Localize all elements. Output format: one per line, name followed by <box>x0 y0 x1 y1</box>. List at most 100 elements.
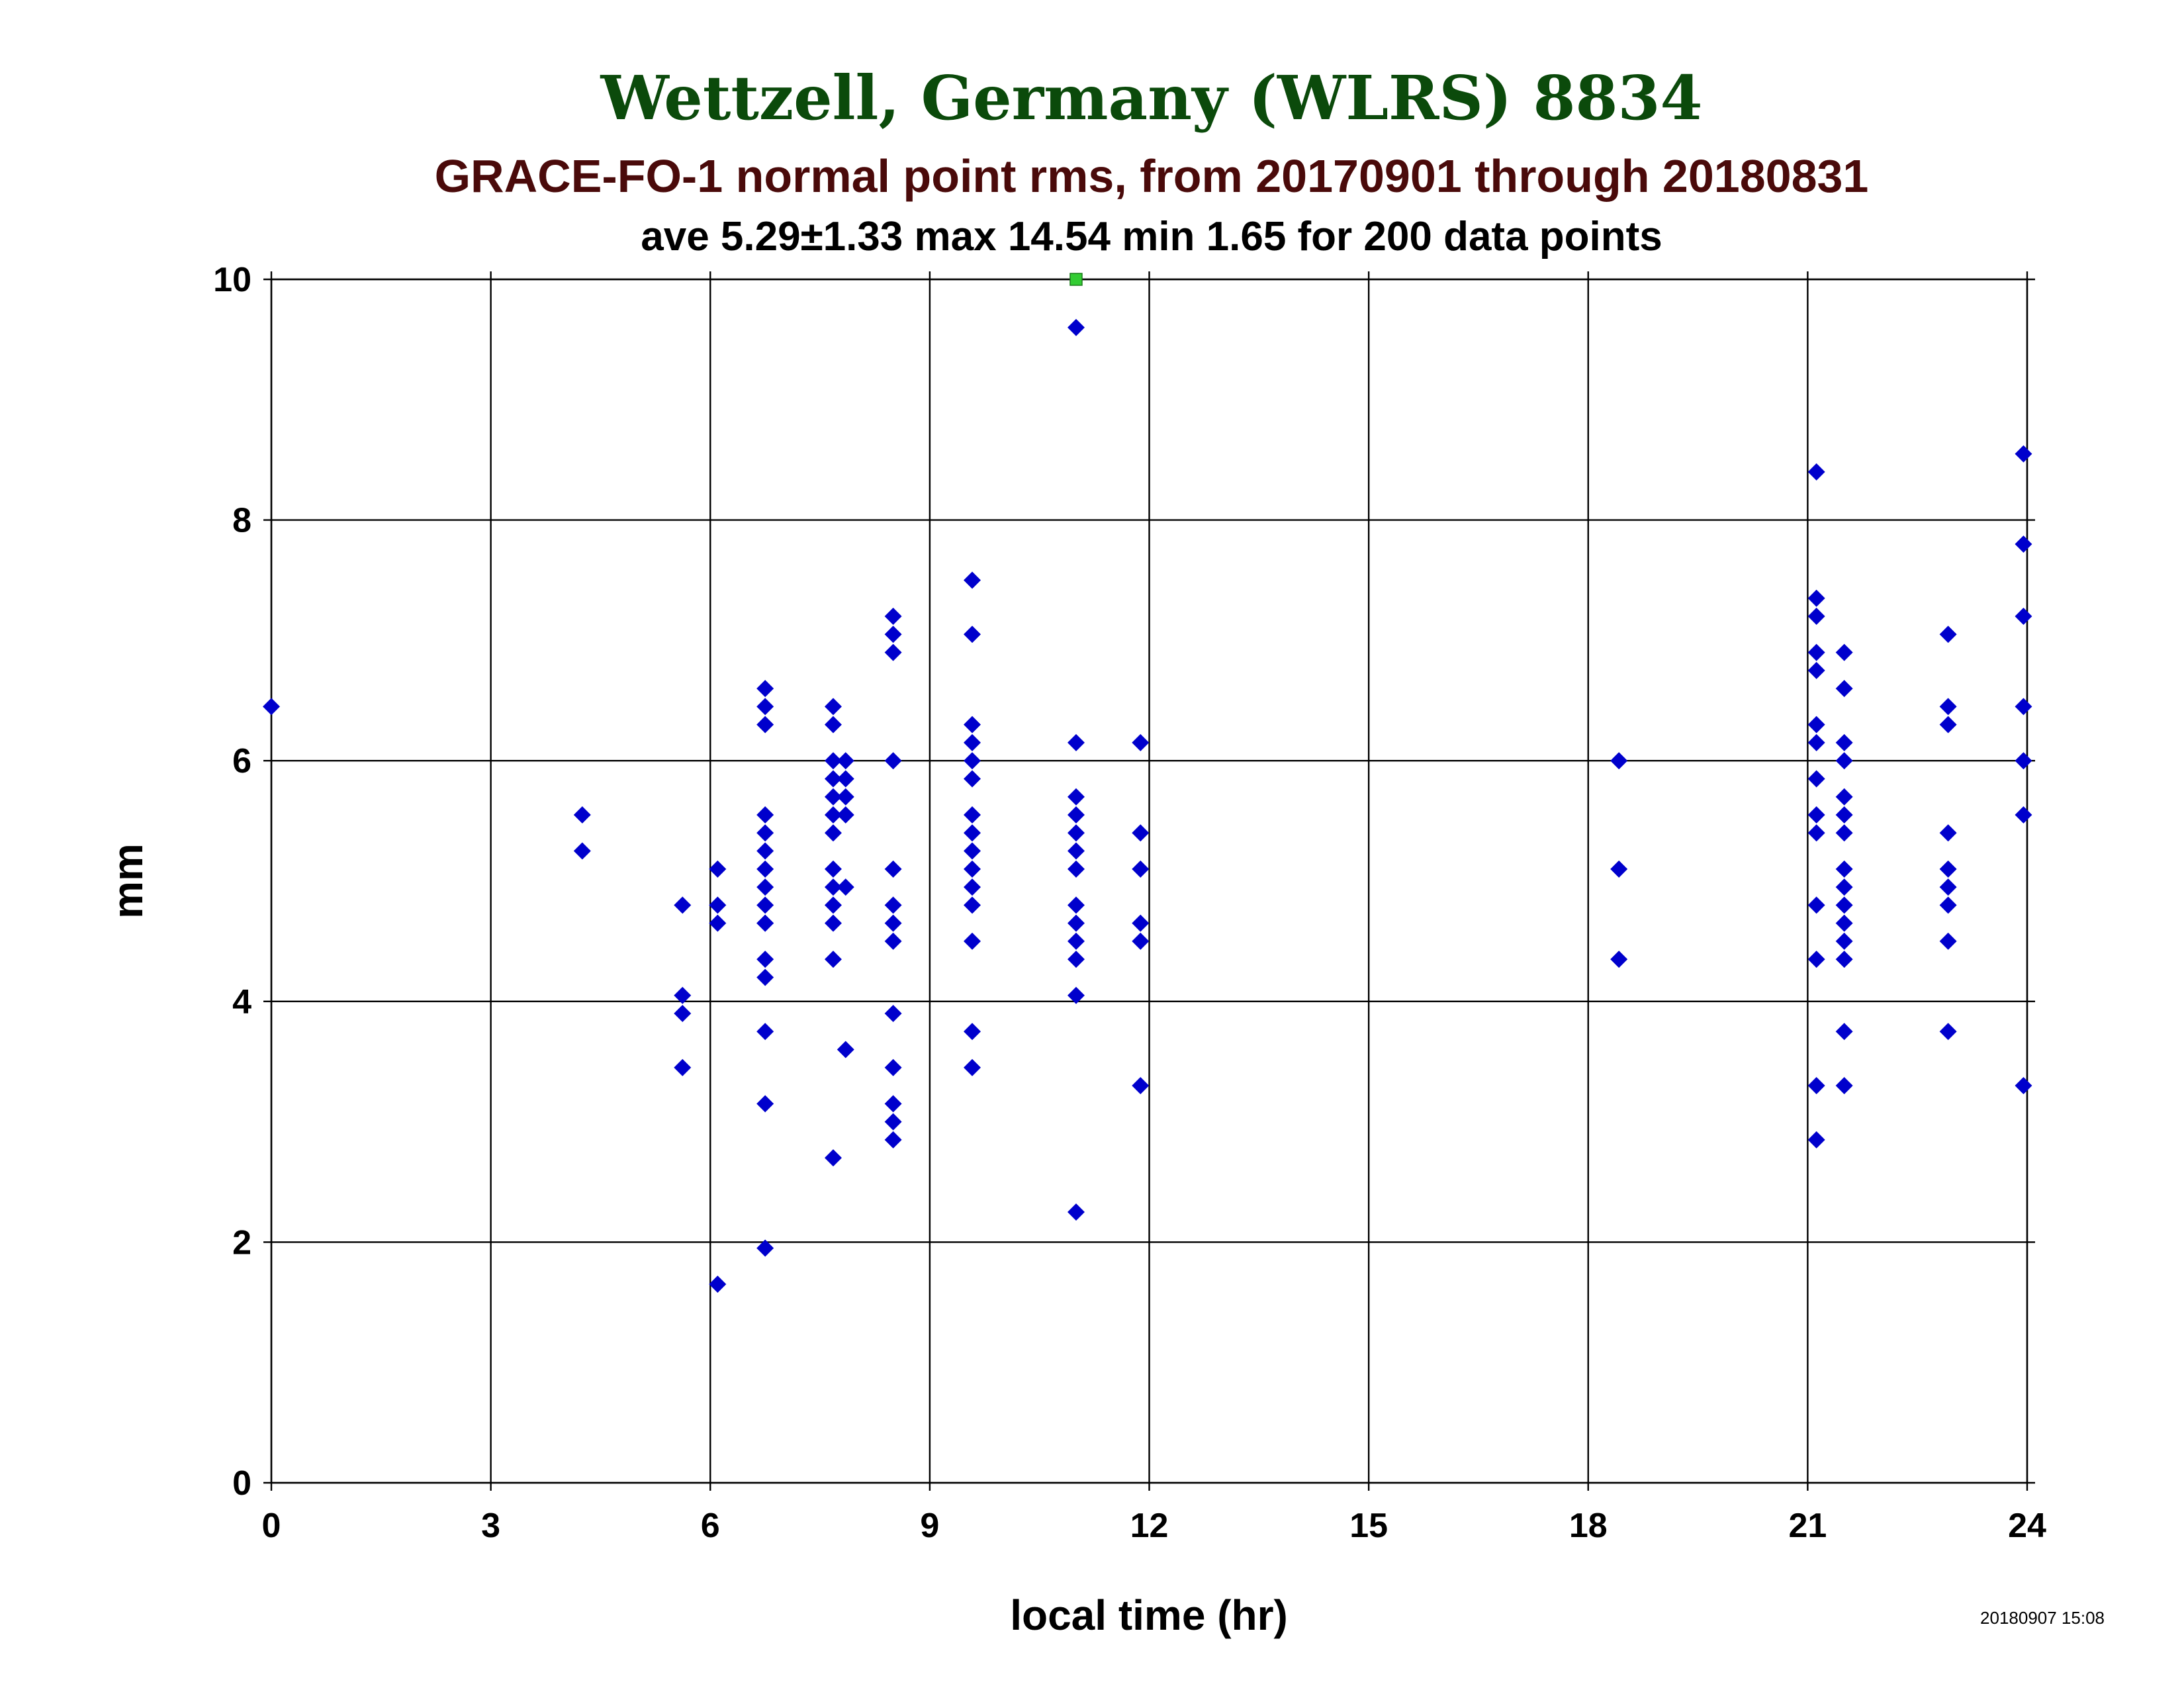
data-point <box>709 914 727 932</box>
data-point <box>837 878 854 896</box>
data-point <box>709 860 727 878</box>
data-point <box>884 643 902 661</box>
y-tick-label: 2 <box>232 1223 251 1262</box>
y-axis-label: mm <box>104 843 152 919</box>
data-point <box>824 914 842 932</box>
data-point <box>1067 318 1085 336</box>
data-point <box>674 896 692 914</box>
data-point <box>1807 824 1825 842</box>
data-point <box>1835 1023 1853 1041</box>
data-point <box>1835 914 1853 932</box>
data-point <box>1807 951 1825 968</box>
data-point <box>884 896 902 914</box>
data-point <box>1939 896 1957 914</box>
data-point <box>1132 824 1150 842</box>
data-point <box>884 1131 902 1149</box>
y-tick-label: 8 <box>232 502 251 540</box>
data-point <box>756 806 774 824</box>
data-point <box>756 680 774 698</box>
data-point <box>963 1023 981 1041</box>
data-point <box>884 626 902 643</box>
data-point <box>2015 806 2032 824</box>
data-point <box>824 951 842 968</box>
data-point <box>1807 806 1825 824</box>
x-tick-label: 18 <box>1569 1507 1608 1545</box>
data-point <box>1835 733 1853 751</box>
data-point <box>963 806 981 824</box>
x-tick-label: 12 <box>1130 1507 1169 1545</box>
data-point <box>1807 733 1825 751</box>
data-point <box>824 878 842 896</box>
data-point <box>1132 860 1150 878</box>
data-point <box>756 951 774 968</box>
timestamp: 20180907 15:08 <box>1980 1608 2105 1628</box>
data-point <box>1132 932 1150 950</box>
data-point <box>1067 914 1085 932</box>
data-point <box>1939 1023 1957 1041</box>
data-point <box>963 716 981 733</box>
data-point <box>963 752 981 770</box>
data-points <box>263 273 2032 1293</box>
data-point <box>756 824 774 842</box>
data-point <box>2015 698 2032 716</box>
grid-lines <box>263 271 2035 1491</box>
data-point <box>824 788 842 806</box>
data-point <box>824 1149 842 1167</box>
data-point <box>756 1023 774 1041</box>
data-point <box>837 806 854 824</box>
x-axis-label: local time (hr) <box>1010 1591 1288 1639</box>
data-point <box>884 914 902 932</box>
data-point <box>2015 1077 2032 1095</box>
x-tick-label: 24 <box>2008 1507 2046 1545</box>
x-tick-label: 21 <box>1788 1507 1827 1545</box>
data-point <box>2015 445 2032 463</box>
data-point <box>1610 752 1628 770</box>
data-point <box>824 824 842 842</box>
data-point <box>963 770 981 788</box>
data-point <box>1067 842 1085 860</box>
data-point <box>1610 860 1628 878</box>
data-point <box>1835 896 1853 914</box>
data-point <box>824 860 842 878</box>
data-point <box>573 842 591 860</box>
data-point <box>884 1058 902 1076</box>
data-point <box>1067 1203 1085 1221</box>
data-point <box>756 896 774 914</box>
data-point <box>1807 608 1825 626</box>
data-point <box>1939 698 1957 716</box>
x-tick-label: 9 <box>920 1507 939 1545</box>
data-point <box>837 1041 854 1058</box>
x-tick-label: 6 <box>701 1507 720 1545</box>
data-point <box>1835 860 1853 878</box>
data-point <box>1807 1077 1825 1095</box>
data-point <box>1067 932 1085 950</box>
chart-title: Wettzell, Germany (WLRS) 8834 <box>600 62 1702 134</box>
data-point <box>1067 733 1085 751</box>
data-point <box>1835 752 1853 770</box>
data-point <box>824 752 842 770</box>
data-point <box>756 698 774 716</box>
chart-subtitle: GRACE-FO-1 normal point rms, from 201709… <box>435 150 1869 202</box>
x-tick-label: 3 <box>481 1507 500 1545</box>
data-point <box>824 806 842 824</box>
data-point <box>1807 661 1825 679</box>
plot-frame <box>270 278 2028 1484</box>
data-point <box>1835 951 1853 968</box>
y-tick-label: 4 <box>232 983 251 1021</box>
data-point <box>963 571 981 589</box>
data-point <box>1807 1131 1825 1149</box>
data-point <box>963 896 981 914</box>
data-point <box>1067 806 1085 824</box>
data-point <box>884 1095 902 1113</box>
data-point <box>1067 824 1085 842</box>
data-point <box>1939 716 1957 733</box>
data-point <box>1610 951 1628 968</box>
data-point <box>884 1113 902 1131</box>
data-point <box>573 806 591 824</box>
data-point <box>963 932 981 950</box>
data-point <box>1939 878 1957 896</box>
data-point <box>1132 733 1150 751</box>
data-point <box>884 860 902 878</box>
data-point <box>884 752 902 770</box>
data-point <box>884 608 902 626</box>
